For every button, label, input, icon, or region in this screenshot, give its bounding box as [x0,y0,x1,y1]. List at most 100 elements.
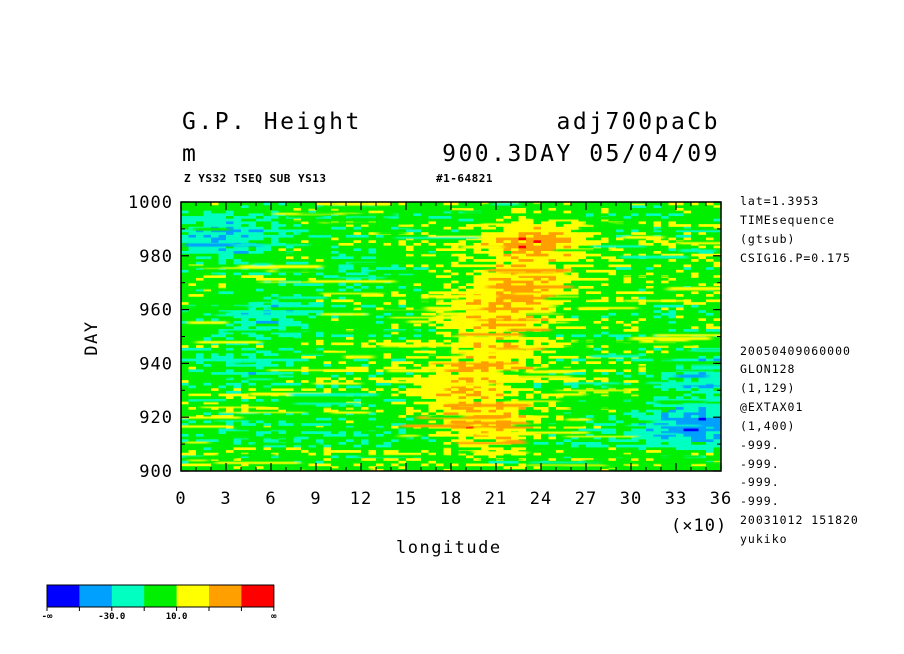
heatmap-cell [338,290,347,295]
heatmap-cell [398,328,407,332]
heatmap-cell [601,371,610,375]
heatmap-cell [676,376,685,381]
heatmap-cell [293,363,302,367]
heatmap-cell [556,347,565,351]
heatmap-cell [541,401,550,405]
heatmap-cell [353,414,362,418]
heatmap-cell [436,444,445,448]
heatmap-cell [638,465,647,469]
heatmap-cell [616,468,625,471]
heatmap-cell [271,339,280,343]
heatmap-cell [346,339,355,343]
heatmap-cell [631,290,640,295]
heatmap-cell [466,298,475,303]
heatmap-cell [271,301,280,305]
heatmap-cell [233,401,242,405]
heatmap-cell [406,325,415,330]
heatmap-cell [203,411,212,416]
heatmap-cell [256,403,265,408]
heatmap-cell [233,282,242,286]
heatmap-cell [436,288,445,292]
heatmap-cell [503,392,512,397]
heatmap-cell [548,425,557,429]
heatmap-cell [406,414,415,418]
heatmap-cell [526,355,535,359]
heatmap-cell [571,290,580,295]
heatmap-cell [541,438,550,443]
heatmap-cell [706,355,715,359]
heatmap-cell [473,304,482,308]
heatmap-cell [713,312,721,316]
heatmap-cell [181,325,190,330]
heatmap-cell [368,414,377,418]
heatmap-cell [646,331,655,335]
heatmap-cell [511,288,520,292]
heatmap-cell [586,449,595,453]
heatmap-cell [556,436,565,440]
heatmap-cell [488,328,497,332]
heatmap-cell [278,446,287,451]
heatmap-cell [646,333,655,338]
heatmap-cell [331,406,340,410]
heatmap-cell [398,298,407,303]
heatmap-cell [503,358,512,362]
heatmap-cell [503,366,512,370]
heatmap-cell [503,409,512,413]
heatmap-cell [563,325,572,330]
heatmap-cell [346,336,355,340]
heatmap-cell [188,371,197,375]
heatmap-cell [466,406,475,410]
heatmap-cell [691,441,700,445]
heatmap-cell [698,441,707,445]
heatmap-cell [638,285,647,289]
heatmap-cell [301,454,310,459]
heatmap-cell [473,468,482,471]
heatmap-cell [698,465,707,469]
heatmap-cell [458,317,467,321]
heatmap-cell [473,366,482,370]
heatmap-cell [346,465,355,469]
heatmap-cell [346,288,355,292]
heatmap-cell [406,427,415,432]
heatmap-cell [571,374,580,378]
heatmap-cell [653,331,662,335]
heatmap-cell [608,331,617,335]
heatmap-cell [308,403,317,408]
heatmap-cell [526,425,535,429]
heatmap-cell [233,328,242,332]
heatmap-cell [488,301,497,305]
heatmap-cell [361,419,370,424]
heatmap-cell [211,444,220,448]
heatmap-cell [601,317,610,321]
heatmap-cell [241,285,250,289]
heatmap-cell [683,438,692,443]
heatmap-cell [466,395,475,399]
heatmap-cell [256,468,265,471]
heatmap-cell [248,344,257,348]
heatmap-cell [646,403,655,408]
heatmap-cell [676,411,685,416]
heatmap-cell [421,339,430,343]
heatmap-cell [578,371,587,375]
heatmap-cell [533,411,542,416]
heatmap-cell [226,288,235,292]
heatmap-cell [308,425,317,429]
heatmap-cell [271,360,280,364]
heatmap-cell [526,390,535,394]
heatmap-cell [413,449,422,453]
heatmap-cell [421,422,430,426]
heatmap-cell [316,301,325,305]
heatmap-cell [481,325,490,330]
heatmap-cell [286,430,295,434]
heatmap-cell [398,392,407,397]
heatmap-cell [211,366,220,370]
heatmap-cell [203,282,212,286]
heatmap-cell [316,454,325,459]
heatmap-cell [211,401,220,405]
heatmap-cell [646,349,655,354]
heatmap-cell [346,376,355,381]
heatmap-cell [271,358,280,362]
heatmap-cell [518,290,527,295]
heatmap-cell [256,414,265,418]
heatmap-cell [593,449,602,453]
